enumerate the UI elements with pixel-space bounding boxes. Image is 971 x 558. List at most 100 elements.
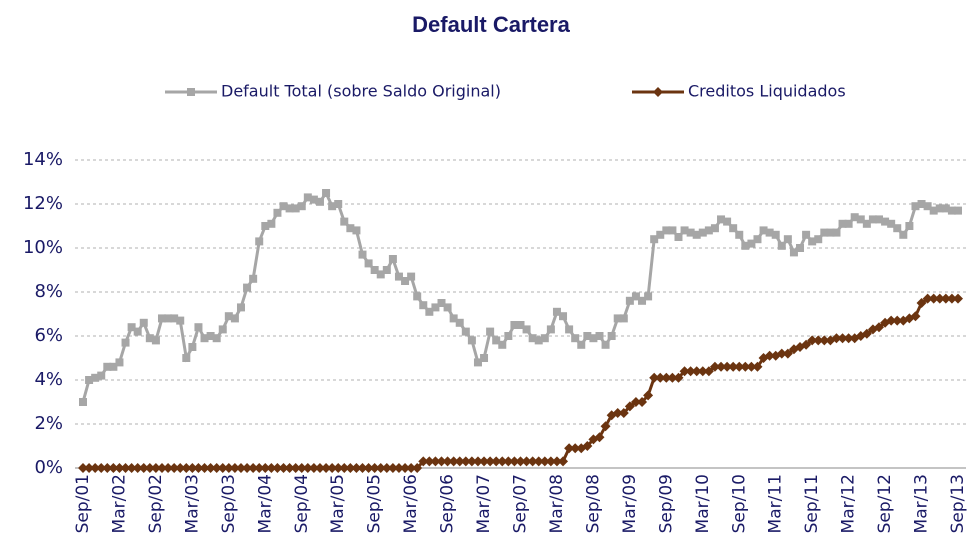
point xyxy=(273,208,282,217)
point xyxy=(345,463,356,473)
point xyxy=(108,463,119,473)
point xyxy=(120,463,131,473)
point xyxy=(199,463,210,473)
point xyxy=(145,334,154,343)
point xyxy=(764,350,775,361)
point xyxy=(741,241,750,250)
x-tick-label: Sep/09 xyxy=(656,474,676,533)
y-tick-label: 4% xyxy=(34,369,63,390)
point xyxy=(917,200,926,208)
point xyxy=(759,226,768,235)
point xyxy=(905,222,914,230)
x-tick-label: Sep/02 xyxy=(146,474,166,533)
point xyxy=(545,456,556,467)
point xyxy=(820,228,829,237)
point xyxy=(255,237,264,246)
x-tick-label: Mar/12 xyxy=(839,474,859,533)
x-tick-label: Sep/03 xyxy=(219,474,239,533)
point xyxy=(843,333,854,344)
point xyxy=(472,456,483,467)
point xyxy=(84,463,95,473)
point xyxy=(510,321,519,329)
point xyxy=(357,463,368,473)
point xyxy=(650,235,659,244)
point xyxy=(521,456,532,467)
point xyxy=(235,463,246,473)
point xyxy=(455,318,464,327)
point xyxy=(612,408,623,418)
point xyxy=(498,340,507,349)
point xyxy=(206,332,215,340)
point xyxy=(899,230,908,239)
point xyxy=(230,314,239,323)
point xyxy=(218,325,227,334)
point xyxy=(370,266,379,274)
point xyxy=(102,463,113,473)
point xyxy=(589,334,598,343)
point xyxy=(697,366,708,377)
point xyxy=(169,463,180,473)
point xyxy=(583,332,592,340)
point xyxy=(953,293,963,304)
point xyxy=(418,456,429,467)
point xyxy=(491,456,502,467)
point xyxy=(947,206,956,215)
point xyxy=(565,325,574,334)
series-line xyxy=(81,189,958,403)
point xyxy=(163,463,174,473)
point xyxy=(601,340,610,349)
point xyxy=(564,443,575,454)
point xyxy=(886,315,897,326)
point xyxy=(437,299,446,307)
point xyxy=(327,463,338,473)
point xyxy=(223,463,234,473)
point xyxy=(212,334,221,343)
point xyxy=(309,195,318,204)
point xyxy=(619,314,628,323)
point xyxy=(625,296,634,305)
point xyxy=(777,241,786,250)
point xyxy=(334,200,343,208)
point xyxy=(558,456,569,467)
legend-label: Default Total (sobre Saldo Original) xyxy=(221,82,501,101)
point xyxy=(85,376,94,384)
point xyxy=(515,456,526,467)
point xyxy=(442,456,453,467)
x-tick-label: Mar/04 xyxy=(255,474,275,533)
point xyxy=(940,293,951,304)
point xyxy=(522,325,531,334)
point xyxy=(509,456,520,467)
point xyxy=(570,443,581,454)
point xyxy=(114,463,125,473)
point xyxy=(692,230,701,239)
x-tick-label: Mar/05 xyxy=(328,474,348,533)
point xyxy=(249,274,258,283)
point xyxy=(164,314,173,323)
point xyxy=(516,321,525,329)
point xyxy=(175,463,186,473)
point xyxy=(431,303,440,312)
point xyxy=(236,303,245,312)
point xyxy=(133,327,142,336)
point xyxy=(90,463,101,473)
point xyxy=(941,204,950,213)
point xyxy=(704,226,713,235)
point xyxy=(279,202,288,211)
point xyxy=(492,336,501,345)
x-tick-label: Sep/11 xyxy=(802,474,822,533)
point xyxy=(363,463,374,473)
point xyxy=(150,463,161,473)
point xyxy=(746,361,757,372)
y-tick-label: 12% xyxy=(23,193,63,214)
point xyxy=(381,463,392,473)
point xyxy=(254,463,265,473)
point xyxy=(595,332,604,340)
point xyxy=(776,348,787,359)
point xyxy=(157,314,166,323)
point xyxy=(328,202,337,211)
point xyxy=(655,372,666,383)
point xyxy=(321,463,332,473)
point xyxy=(407,272,416,281)
point xyxy=(850,213,859,222)
point xyxy=(419,301,428,310)
